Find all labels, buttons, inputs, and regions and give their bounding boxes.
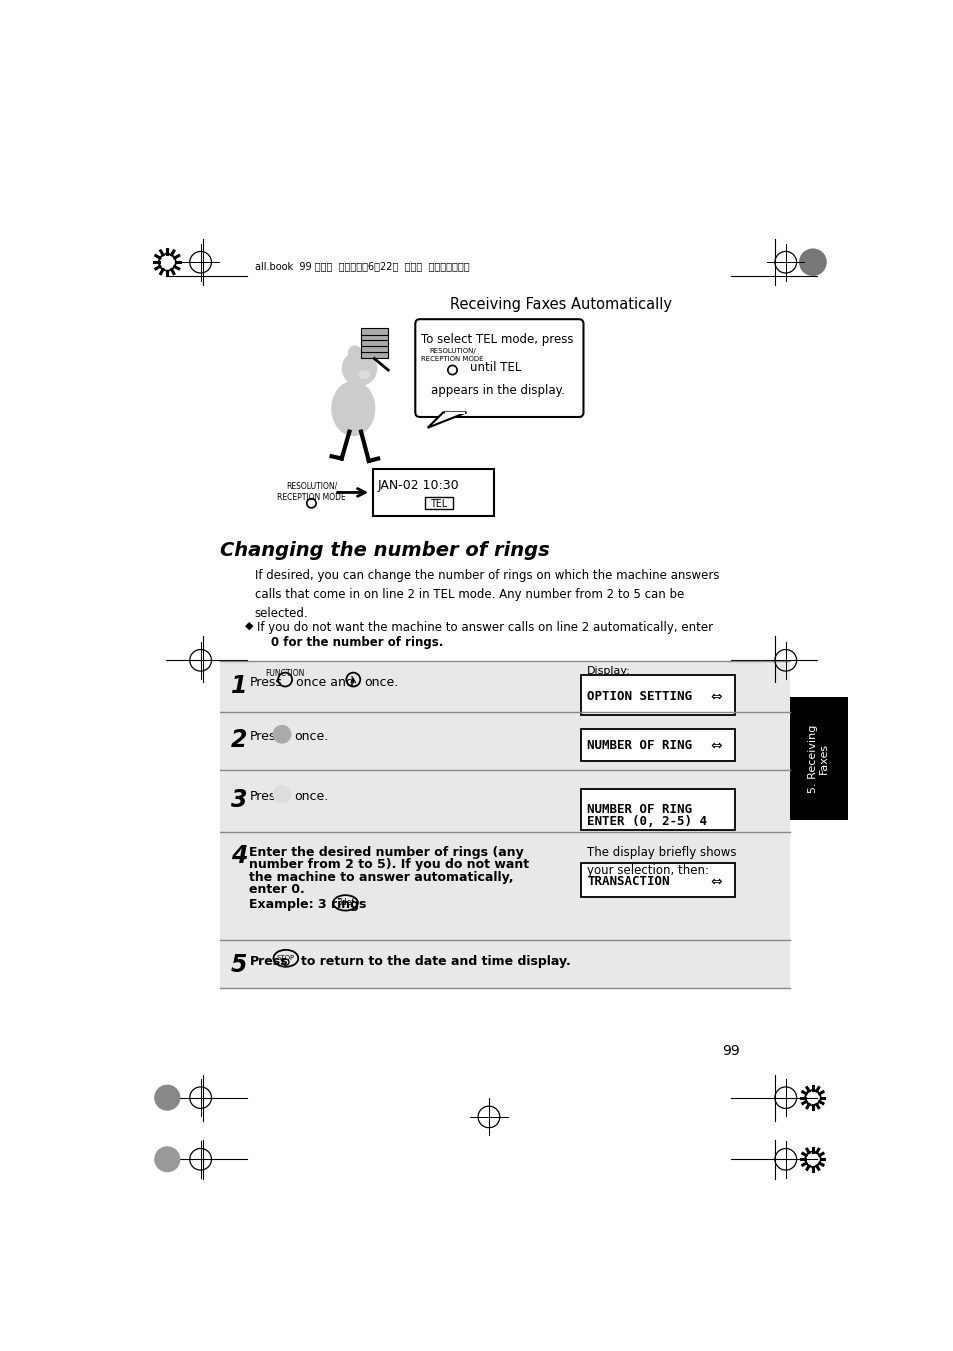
Text: once and: once and — [295, 677, 354, 689]
Text: ⇔: ⇔ — [710, 689, 721, 704]
Text: RESOLUTION/
RECEPTION MODE: RESOLUTION/ RECEPTION MODE — [276, 482, 345, 501]
FancyBboxPatch shape — [580, 789, 735, 831]
FancyBboxPatch shape — [789, 697, 847, 820]
FancyBboxPatch shape — [360, 328, 388, 335]
FancyBboxPatch shape — [360, 339, 388, 346]
Circle shape — [348, 346, 360, 358]
FancyBboxPatch shape — [580, 863, 735, 897]
Circle shape — [362, 346, 375, 358]
FancyBboxPatch shape — [425, 497, 453, 509]
Text: Press: Press — [249, 677, 282, 689]
FancyBboxPatch shape — [580, 676, 735, 715]
Text: ENTER (0, 2-5) 4: ENTER (0, 2-5) 4 — [587, 815, 706, 828]
Text: 99: 99 — [721, 1044, 740, 1058]
Polygon shape — [444, 412, 464, 413]
Text: NUMBER OF RING: NUMBER OF RING — [587, 739, 692, 753]
Polygon shape — [427, 412, 466, 428]
Text: once.: once. — [294, 790, 328, 804]
Circle shape — [154, 1085, 179, 1111]
Text: once.: once. — [294, 731, 328, 743]
Text: all.book  99 ページ  ２００４年6月22日  火曜日  午後１２時１分: all.book 99 ページ ２００４年6月22日 火曜日 午後１２時１分 — [254, 261, 469, 272]
Text: Changing the number of rings: Changing the number of rings — [220, 540, 549, 559]
Text: RESOLUTION/
RECEPTION MODE: RESOLUTION/ RECEPTION MODE — [421, 349, 483, 362]
Text: ◆: ◆ — [245, 621, 253, 631]
FancyBboxPatch shape — [415, 319, 583, 417]
Text: STOP: STOP — [276, 955, 294, 961]
Text: 3def: 3def — [336, 898, 354, 908]
Text: Press: Press — [249, 790, 282, 804]
Text: Receiving Faxes Automatically: Receiving Faxes Automatically — [450, 297, 671, 312]
Circle shape — [274, 786, 291, 802]
Text: Example: 3 rings: Example: 3 rings — [249, 898, 367, 911]
Text: appears in the display.: appears in the display. — [430, 384, 564, 397]
FancyBboxPatch shape — [360, 334, 388, 340]
Text: 1: 1 — [231, 674, 247, 698]
Text: number from 2 to 5). If you do not want: number from 2 to 5). If you do not want — [249, 858, 529, 871]
Text: ⇔: ⇔ — [710, 874, 721, 889]
Text: 2: 2 — [231, 728, 247, 753]
Text: Press: Press — [249, 731, 282, 743]
FancyBboxPatch shape — [360, 346, 388, 353]
Text: ⇔: ⇔ — [710, 739, 721, 753]
Text: to return to the date and time display.: to return to the date and time display. — [300, 955, 570, 969]
Text: To select TEL mode, press: To select TEL mode, press — [421, 334, 573, 346]
Text: If you do not want the machine to answer calls on line 2 automatically, enter: If you do not want the machine to answer… — [257, 621, 713, 634]
Text: the machine to answer automatically,: the machine to answer automatically, — [249, 870, 514, 884]
FancyBboxPatch shape — [220, 661, 789, 988]
Text: TEL: TEL — [430, 499, 448, 509]
FancyBboxPatch shape — [580, 728, 735, 761]
FancyBboxPatch shape — [373, 469, 494, 516]
Text: The display briefly shows
your selection, then:: The display briefly shows your selection… — [586, 846, 736, 877]
Circle shape — [799, 249, 825, 276]
Text: Press: Press — [249, 955, 288, 969]
Text: Enter the desired number of rings (any: Enter the desired number of rings (any — [249, 846, 523, 859]
Text: 4: 4 — [231, 843, 247, 867]
Text: 5. Receiving
Faxes: 5. Receiving Faxes — [806, 724, 828, 793]
Text: 3: 3 — [231, 788, 247, 812]
Text: once.: once. — [364, 677, 398, 689]
Text: enter 0.: enter 0. — [249, 882, 305, 896]
Text: If desired, you can change the number of rings on which the machine answers
call: If desired, you can change the number of… — [254, 569, 719, 620]
Text: 0 for the number of rings.: 0 for the number of rings. — [271, 636, 443, 648]
Text: until TEL: until TEL — [470, 361, 521, 374]
Text: JAN-02 10:30: JAN-02 10:30 — [377, 480, 458, 492]
Circle shape — [154, 1147, 179, 1171]
Ellipse shape — [358, 370, 369, 378]
Circle shape — [274, 725, 291, 743]
Text: 5: 5 — [231, 952, 247, 977]
Text: Display:: Display: — [586, 666, 630, 677]
Text: FUNCTION: FUNCTION — [265, 669, 304, 678]
Ellipse shape — [332, 381, 375, 435]
Text: TRANSACTION: TRANSACTION — [587, 875, 669, 888]
Text: OPTION SETTING: OPTION SETTING — [587, 690, 692, 703]
Text: NUMBER OF RING: NUMBER OF RING — [587, 802, 692, 816]
Circle shape — [342, 351, 376, 385]
FancyBboxPatch shape — [360, 351, 388, 358]
